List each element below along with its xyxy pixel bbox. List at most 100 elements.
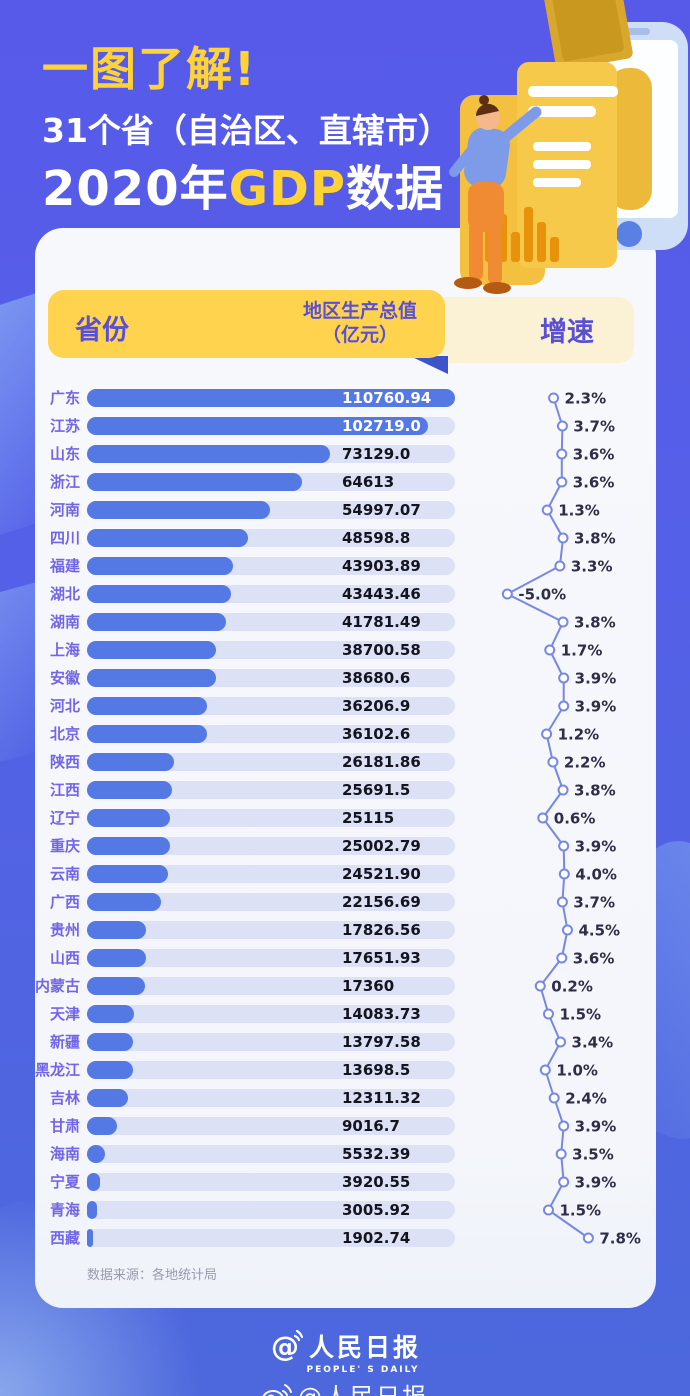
growth-value-label: 3.9% (575, 838, 617, 856)
gdp-bar (87, 1089, 128, 1107)
province-label: 西藏 (49, 1229, 80, 1247)
gdp-value-label: 38680.6 (342, 669, 411, 687)
table-row: 内蒙古 17360 (0, 972, 690, 1000)
table-row: 江苏 102719.0 (0, 412, 690, 440)
gdp-bar-track (87, 1005, 455, 1023)
table-row: 海南 5532.39 (0, 1140, 690, 1168)
table-row: 山东 73129.0 (0, 440, 690, 468)
growth-marker (541, 504, 553, 516)
growth-value-label: 3.9% (575, 1118, 617, 1136)
gdp-bar (87, 977, 145, 995)
gdp-value-label: 102719.0 (342, 417, 421, 435)
table-row: 江西 25691.5 (0, 776, 690, 804)
table-row: 陕西 26181.86 (0, 748, 690, 776)
gdp-bar (87, 417, 429, 435)
province-label: 湖南 (49, 613, 80, 631)
gdp-value-label: 25691.5 (342, 781, 411, 799)
province-label: 天津 (49, 1005, 80, 1023)
gdp-bar (87, 697, 208, 715)
gdp-bar (87, 1061, 133, 1079)
gdp-bar-track (87, 1033, 455, 1051)
province-label: 甘肃 (49, 1117, 80, 1135)
growth-marker (561, 924, 573, 936)
growth-value-label: 3.9% (575, 1174, 617, 1192)
gdp-bar-track (87, 949, 455, 967)
table-row: 重庆 25002.79 (0, 832, 690, 860)
table-row: 宁夏 3920.55 (0, 1168, 690, 1196)
gdp-value-label: 26181.86 (342, 753, 421, 771)
growth-value-label: 2.3% (565, 390, 607, 408)
province-label: 宁夏 (49, 1173, 80, 1191)
gdp-bar (87, 585, 232, 603)
growth-marker (557, 784, 569, 796)
gdp-value-label: 1902.74 (342, 1229, 411, 1247)
gdp-bar-track (87, 529, 455, 547)
gdp-bar-track (87, 725, 455, 743)
province-label: 贵州 (49, 921, 80, 939)
growth-marker (582, 1232, 594, 1244)
gdp-value-label: 3920.55 (342, 1173, 411, 1191)
weibo-handle: @人民日报 (0, 1377, 690, 1396)
province-label: 四川 (49, 529, 80, 547)
gdp-bar-track (87, 613, 455, 631)
table-row: 甘肃 9016.7 (0, 1112, 690, 1140)
table-row: 广东 110760.94 (0, 384, 690, 412)
growth-value-label: 3.6% (573, 474, 615, 492)
growth-marker (558, 672, 570, 684)
growth-marker (555, 1036, 567, 1048)
growth-marker (542, 1008, 554, 1020)
province-label: 河北 (49, 697, 80, 715)
growth-marker (554, 560, 566, 572)
growth-value-label: 0.2% (551, 978, 593, 996)
column-header-province: 省份 (75, 315, 129, 346)
table-row: 安徽 38680.6 (0, 664, 690, 692)
province-label: 广东 (49, 389, 80, 407)
gdp-value-label: 13797.58 (342, 1033, 421, 1051)
gdp-bar (87, 949, 146, 967)
gdp-bar-track (87, 1145, 455, 1163)
province-label: 青海 (49, 1201, 80, 1219)
gdp-bar (87, 1229, 94, 1247)
province-label: 山东 (49, 445, 80, 463)
gdp-bar-track (87, 753, 455, 771)
gdp-bar (87, 753, 174, 771)
gdp-bar-track (87, 557, 455, 575)
gdp-bar (87, 501, 270, 519)
growth-value-label: 1.5% (559, 1006, 601, 1024)
gdp-bar-track (87, 865, 455, 883)
table-row: 山西 17651.93 (0, 944, 690, 972)
growth-header-box (430, 297, 634, 363)
gdp-value-label: 36206.9 (342, 697, 411, 715)
gdp-value-label: 14083.73 (342, 1005, 421, 1023)
table-row: 贵州 17826.56 (0, 916, 690, 944)
gdp-bar-track (87, 697, 455, 715)
gdp-bar (87, 557, 233, 575)
at-megaphone-icon: @ (271, 1329, 303, 1363)
province-label: 海南 (49, 1145, 80, 1163)
gdp-bar (87, 809, 171, 827)
gdp-bar-track (87, 1061, 455, 1079)
gdp-bar-track (87, 977, 455, 995)
gdp-bar (87, 1145, 106, 1163)
gdp-bar (87, 1005, 134, 1023)
growth-marker (556, 476, 568, 488)
province-label: 云南 (49, 865, 80, 883)
province-label: 福建 (49, 557, 80, 575)
table-row: 湖北 43443.46 (0, 580, 690, 608)
gdp-bar-track (87, 1089, 455, 1107)
province-label: 河南 (49, 501, 80, 519)
growth-value-label: 4.0% (575, 866, 617, 884)
table-row: 吉林 12311.32 (0, 1084, 690, 1112)
table-header-box: 省份 地区生产总值 （亿元） (48, 290, 445, 358)
province-label: 上海 (49, 641, 80, 659)
gdp-bar (87, 1201, 97, 1219)
gdp-value-label: 17826.56 (342, 921, 421, 939)
growth-marker (542, 1204, 554, 1216)
gdp-bar-track (87, 1117, 455, 1135)
folder-icon (543, 0, 633, 71)
growth-marker (548, 392, 560, 404)
gdp-bar (87, 669, 216, 687)
gdp-bar (87, 529, 249, 547)
poster-title: 一图了解! 31个省（自治区、直辖市） 2020年GDP数据 (42, 46, 451, 213)
gdp-value-label: 17360 (342, 977, 395, 995)
